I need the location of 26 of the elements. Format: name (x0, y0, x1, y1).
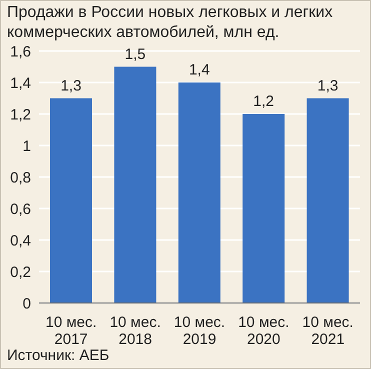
x-tick-label: 10 мес. 2019 (174, 314, 226, 348)
x-tick-label: 10 мес. 2020 (238, 314, 290, 348)
chart-title: Продажи в России новых легковых и легких коммерческих автомобилей, млн ед. (7, 3, 334, 43)
y-tick-label: 1,4 (10, 74, 31, 92)
text: Источник: АЕБ (7, 347, 110, 364)
y-tick-label: 1,6 (10, 43, 31, 60)
x-tick-label: 10 мес. 2021 (302, 314, 354, 348)
data-label: 1,5 (124, 46, 146, 63)
y-tick-label: 0,2 (10, 264, 31, 281)
y-tick-label: 0,4 (10, 232, 31, 250)
bar (306, 98, 349, 303)
y-tick-label: 1 (22, 138, 31, 155)
bar (242, 114, 285, 303)
y-tick-label: 1,2 (10, 106, 31, 124)
data-label: 1,2 (253, 93, 274, 110)
y-tick-label: 0,6 (10, 200, 31, 218)
x-tick-label: 10 мес. 2018 (110, 314, 161, 348)
bar (178, 82, 220, 303)
bar (50, 98, 92, 303)
y-tick-label: 0 (22, 295, 31, 312)
bar (114, 66, 156, 303)
x-tick-label: 10 мес. 2017 (46, 314, 97, 348)
data-label: 1,3 (60, 77, 82, 94)
y-tick-label: 0,8 (10, 169, 31, 186)
data-label: 1,3 (317, 77, 338, 94)
data-label: 1,4 (188, 62, 210, 78)
